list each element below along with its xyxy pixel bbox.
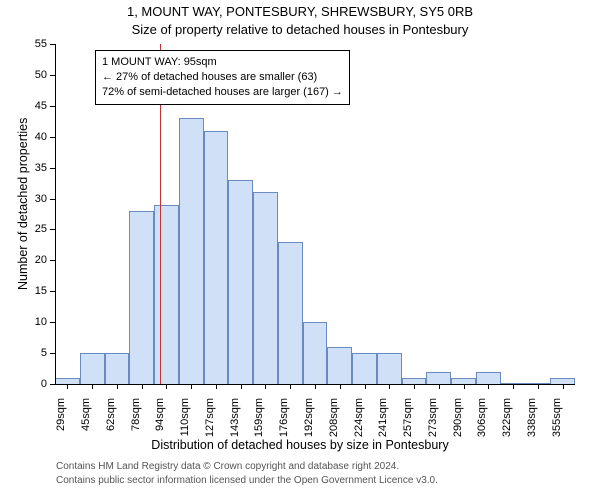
y-tick-label: 35: [17, 162, 47, 174]
histogram-bar: [179, 118, 204, 384]
y-tick-label: 20: [17, 254, 47, 266]
y-tick: [50, 168, 55, 169]
y-axis-line: [55, 44, 56, 384]
x-tick: [67, 384, 68, 389]
x-tick: [166, 384, 167, 389]
annotation-line-3: 72% of semi-detached houses are larger (…: [102, 85, 343, 100]
annotation-box: 1 MOUNT WAY: 95sqm← 27% of detached hous…: [95, 50, 350, 105]
histogram-bar: [80, 353, 105, 384]
x-tick: [92, 384, 93, 389]
x-tick: [365, 384, 366, 389]
footer-line-2: Contains public sector information licen…: [56, 474, 438, 488]
x-tick: [340, 384, 341, 389]
histogram-bar: [253, 192, 278, 384]
y-tick-label: 5: [17, 347, 47, 359]
x-tick: [117, 384, 118, 389]
x-tick: [265, 384, 266, 389]
histogram-bar: [377, 353, 402, 384]
x-tick: [315, 384, 316, 389]
y-tick-label: 25: [17, 223, 47, 235]
x-tick: [216, 384, 217, 389]
x-tick: [389, 384, 390, 389]
histogram-bar: [327, 347, 352, 384]
y-tick: [50, 291, 55, 292]
histogram-bar: [303, 322, 328, 384]
histogram-bar: [476, 372, 501, 384]
y-tick-label: 55: [17, 38, 47, 50]
annotation-line-1: 1 MOUNT WAY: 95sqm: [102, 55, 343, 70]
histogram-bar: [278, 242, 303, 384]
x-tick: [142, 384, 143, 389]
annotation-line-2: ← 27% of detached houses are smaller (63…: [102, 70, 343, 85]
x-tick: [488, 384, 489, 389]
histogram-bar: [352, 353, 377, 384]
x-tick: [191, 384, 192, 389]
x-tick: [241, 384, 242, 389]
y-tick: [50, 384, 55, 385]
y-tick-label: 45: [17, 100, 47, 112]
x-tick: [439, 384, 440, 389]
y-tick-label: 10: [17, 316, 47, 328]
histogram-bar: [105, 353, 130, 384]
histogram-bar: [204, 131, 229, 384]
y-tick: [50, 75, 55, 76]
y-tick-label: 40: [17, 131, 47, 143]
y-tick: [50, 260, 55, 261]
x-tick: [464, 384, 465, 389]
x-tick: [563, 384, 564, 389]
y-tick-label: 15: [17, 285, 47, 297]
y-tick: [50, 353, 55, 354]
footer-line-1: Contains HM Land Registry data © Crown c…: [56, 460, 438, 474]
y-tick: [50, 137, 55, 138]
y-tick: [50, 199, 55, 200]
y-tick-label: 30: [17, 193, 47, 205]
histogram-chart: 051015202530354045505529sqm45sqm62sqm78s…: [55, 44, 575, 384]
y-tick: [50, 229, 55, 230]
histogram-bar: [154, 205, 179, 384]
y-tick-label: 50: [17, 69, 47, 81]
histogram-bar: [426, 372, 451, 384]
y-tick: [50, 106, 55, 107]
x-axis-label: Distribution of detached houses by size …: [0, 438, 600, 452]
x-tick: [538, 384, 539, 389]
x-tick: [414, 384, 415, 389]
y-tick-label: 0: [17, 378, 47, 390]
histogram-bar: [228, 180, 253, 384]
page-subtitle: Size of property relative to detached ho…: [0, 22, 600, 37]
y-tick: [50, 44, 55, 45]
histogram-bar: [129, 211, 154, 384]
footer-attribution: Contains HM Land Registry data © Crown c…: [56, 460, 438, 487]
page-title: 1, MOUNT WAY, PONTESBURY, SHREWSBURY, SY…: [0, 4, 600, 19]
y-tick: [50, 322, 55, 323]
x-tick: [513, 384, 514, 389]
x-tick: [290, 384, 291, 389]
